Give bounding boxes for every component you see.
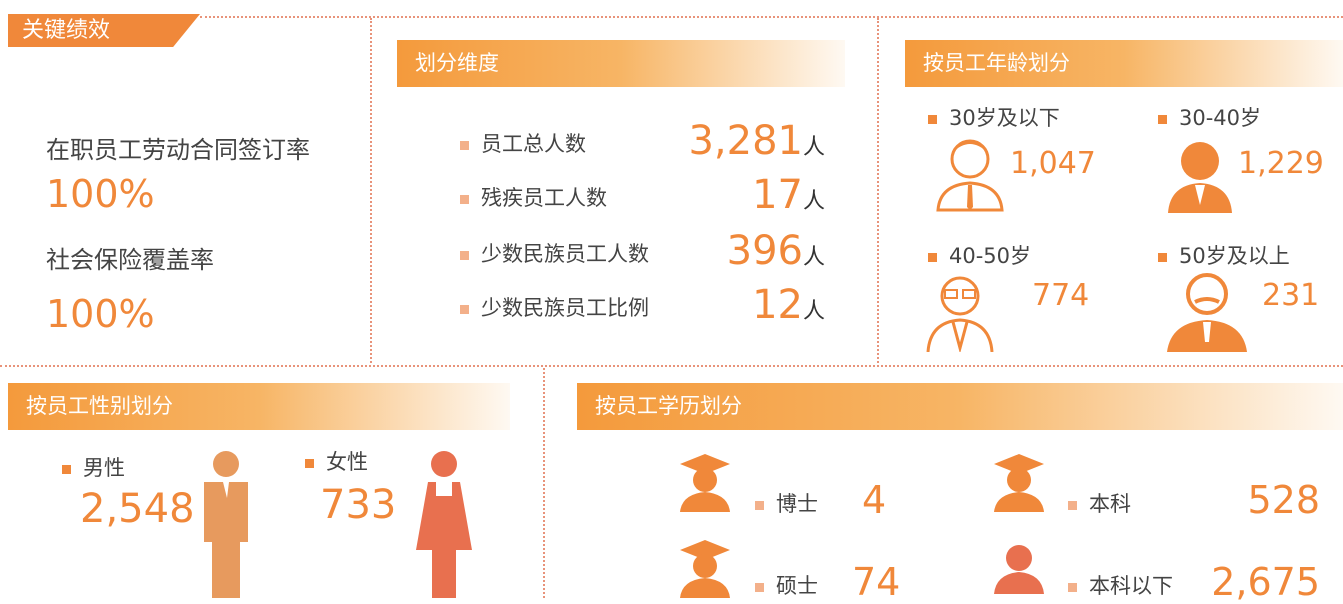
age-label: 30-40岁 bbox=[1158, 102, 1261, 132]
dimension-label: 员工总人数 bbox=[460, 128, 586, 158]
icon bbox=[994, 454, 1044, 512]
dimension-value: 12人 bbox=[752, 282, 825, 328]
icon-male bbox=[204, 451, 248, 598]
dimension-label: 残疾员工人数 bbox=[460, 182, 607, 212]
dimension-value: 396人 bbox=[727, 228, 825, 274]
gender-label: 女性 bbox=[305, 446, 368, 476]
label: 少数民族员工比例 bbox=[481, 296, 649, 320]
divider bbox=[370, 18, 372, 363]
divider bbox=[543, 368, 545, 598]
icon bbox=[680, 540, 730, 598]
value: 3,281 bbox=[688, 118, 803, 164]
label: 残疾员工人数 bbox=[481, 186, 607, 210]
education-label: 博士 bbox=[755, 488, 818, 518]
education-value: 2,675 bbox=[1211, 560, 1320, 604]
label: 本科以下 bbox=[1089, 574, 1173, 598]
label: 本科 bbox=[1089, 492, 1131, 516]
gender-value: 733 bbox=[320, 482, 397, 528]
dimension-label: 少数民族员工人数 bbox=[460, 238, 649, 268]
icon bbox=[1167, 273, 1247, 352]
label: 员工总人数 bbox=[481, 132, 586, 156]
kpi-value: 100% bbox=[46, 172, 155, 216]
education-value: 4 bbox=[862, 478, 887, 522]
education-label: 硕士 bbox=[755, 570, 818, 600]
gender-label: 男性 bbox=[62, 452, 125, 482]
unit: 人 bbox=[802, 189, 825, 214]
kpi-label: 在职员工劳动合同签订率 bbox=[46, 136, 310, 164]
icon bbox=[936, 139, 1004, 212]
section-header: 按员工性别划分 bbox=[8, 383, 510, 430]
dimension-value: 3,281人 bbox=[688, 118, 825, 164]
label: 女性 bbox=[326, 450, 368, 474]
label: 少数民族员工人数 bbox=[481, 242, 649, 266]
education-value: 74 bbox=[852, 560, 901, 604]
section-header: 划分维度 bbox=[397, 40, 845, 87]
unit: 人 bbox=[802, 135, 825, 160]
icon bbox=[1168, 142, 1232, 213]
label: 40-50岁 bbox=[949, 244, 1032, 268]
section-header: 按员工学历划分 bbox=[577, 383, 1343, 430]
label: 30-40岁 bbox=[1179, 106, 1262, 130]
divider bbox=[877, 18, 879, 363]
age-value: 1,229 bbox=[1238, 146, 1324, 181]
unit: 人 bbox=[802, 245, 825, 270]
label: 男性 bbox=[83, 456, 125, 480]
age-value: 231 bbox=[1262, 278, 1320, 313]
dimension-value: 17人 bbox=[752, 172, 825, 218]
age-label: 50岁及以上 bbox=[1158, 240, 1290, 270]
icon bbox=[994, 545, 1044, 594]
dimension-label: 少数民族员工比例 bbox=[460, 292, 649, 322]
icon-female bbox=[416, 451, 472, 598]
education-label: 本科以下 bbox=[1068, 570, 1173, 600]
icon bbox=[926, 276, 994, 352]
label: 30岁及以下 bbox=[949, 106, 1060, 130]
label: 硕士 bbox=[776, 574, 818, 598]
divider bbox=[200, 16, 1343, 18]
unit: 人 bbox=[802, 299, 825, 324]
title: 关键绩效 bbox=[22, 18, 111, 43]
age-value: 774 bbox=[1032, 278, 1090, 313]
value: 17 bbox=[752, 172, 803, 218]
label: 博士 bbox=[776, 492, 818, 516]
age-value: 1,047 bbox=[1010, 146, 1096, 181]
kpi-value: 100% bbox=[46, 292, 155, 336]
icon bbox=[680, 454, 730, 512]
age-label: 30岁及以下 bbox=[928, 102, 1060, 132]
age-label: 40-50岁 bbox=[928, 240, 1031, 270]
value: 12 bbox=[752, 282, 803, 328]
education-value: 528 bbox=[1247, 478, 1320, 522]
kpi-label: 社会保险覆盖率 bbox=[46, 246, 214, 274]
value: 396 bbox=[726, 228, 803, 274]
title-tag bbox=[8, 14, 200, 47]
gender-value: 2,548 bbox=[80, 486, 195, 532]
divider bbox=[0, 365, 1343, 367]
section-header: 按员工年龄划分 bbox=[905, 40, 1343, 87]
label: 50岁及以上 bbox=[1179, 244, 1290, 268]
education-label: 本科 bbox=[1068, 488, 1131, 518]
